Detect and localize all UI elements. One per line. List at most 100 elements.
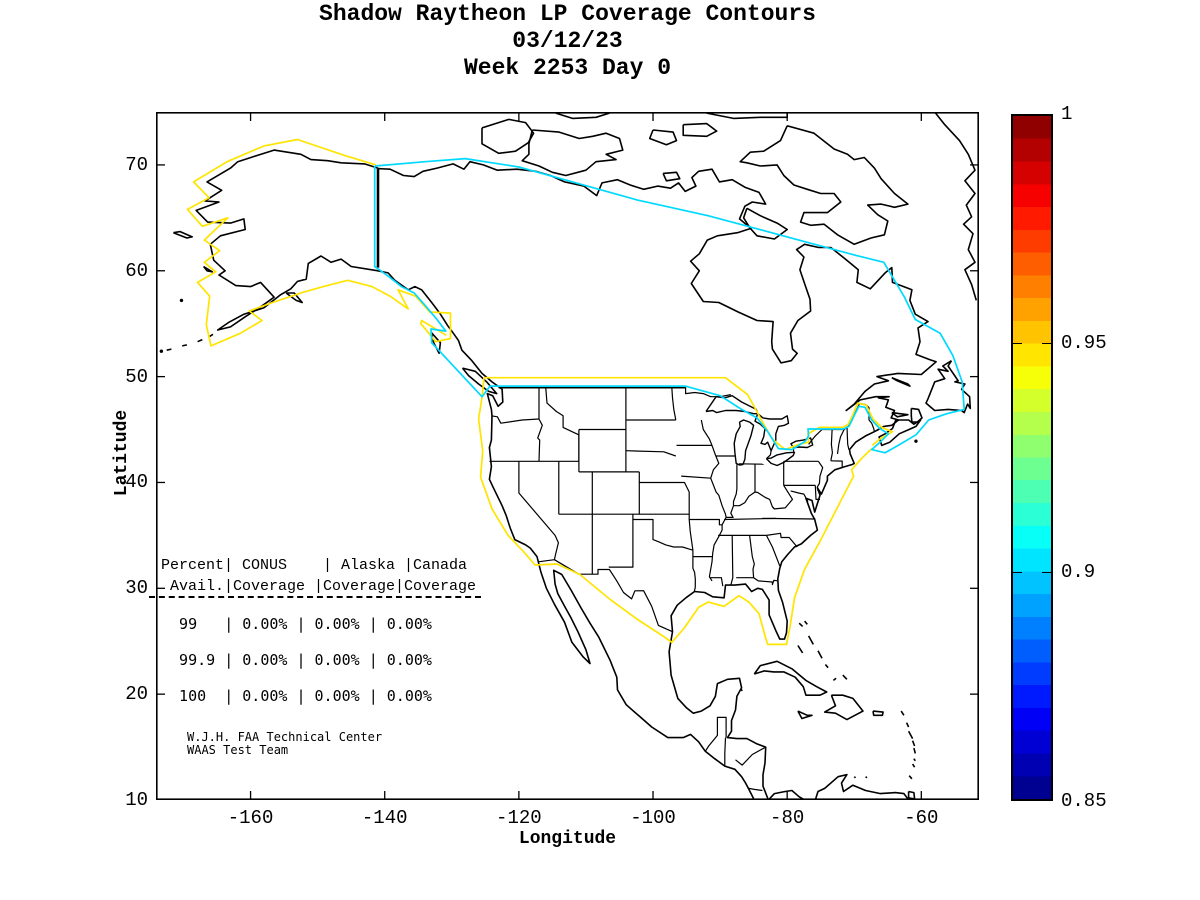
coastline-path: [740, 688, 743, 692]
state-border: [816, 460, 824, 491]
coastline-path: [797, 645, 804, 654]
coastline-path: [481, 118, 535, 155]
coastline-path: [706, 112, 789, 120]
state-border: [736, 577, 778, 586]
x-tick-label: -80: [770, 807, 805, 829]
colorbar-tick-label: 1: [1061, 103, 1073, 125]
x-tick-label: -120: [496, 807, 542, 829]
coastline-path: [182, 344, 188, 347]
coastline-path: [913, 758, 916, 762]
colorbar-tick: [1013, 343, 1022, 344]
coastline-path: [872, 710, 884, 717]
contour-95-percent: [477, 377, 873, 646]
coastline-path: [817, 650, 823, 659]
state-border: [790, 490, 809, 502]
state-border: [639, 481, 690, 493]
state-border: [632, 518, 694, 551]
chart-title-block: Shadow Raytheon LP Coverage Contours 03/…: [156, 1, 979, 82]
state-border: [537, 387, 543, 462]
y-tick-label: 60: [125, 259, 148, 282]
chart-title: Shadow Raytheon LP Coverage Contours: [319, 1, 816, 27]
chart-date: 03/12/23: [512, 28, 623, 54]
coastline-path: [878, 419, 922, 447]
state-border: [692, 550, 696, 592]
y-tick-label: 50: [125, 365, 148, 388]
state-border: [766, 532, 798, 548]
coverage-table-row: 99.9 | 0.00% | 0.00% | 0.00%: [161, 651, 432, 669]
state-border: [836, 429, 845, 454]
coastline-path: [767, 789, 806, 800]
coastline-path: [853, 776, 857, 779]
state-border: [735, 746, 766, 766]
coastline-path: [807, 635, 815, 645]
state-border: [733, 491, 775, 510]
state-border: [765, 535, 781, 567]
coastline-path: [911, 763, 916, 768]
coverage-map-plot: [156, 112, 979, 800]
chart-week-day: Week 2253 Day 0: [463, 55, 672, 81]
coastline-path: [803, 620, 808, 625]
state-border: [608, 514, 634, 568]
credit-annotation: W.J.H. FAA Technical Center WAAS Test Te…: [187, 731, 382, 757]
lake-outline: [754, 413, 790, 452]
coastline-path: [209, 333, 214, 338]
y-tick-label: 20: [125, 683, 148, 706]
coastline-path: [907, 790, 916, 800]
coverage-table-rows: 99 | 0.00% | 0.00% | 0.00% 99.9 | 0.00% …: [161, 599, 432, 722]
state-border: [538, 559, 673, 633]
coverage-table-header: Percent| CONUS | Alaska |Canada Avail.|C…: [161, 555, 476, 597]
state-border: [771, 485, 794, 510]
x-tick-label: -100: [630, 807, 676, 829]
y-tick-label: 70: [125, 153, 148, 176]
state-border: [748, 787, 763, 792]
coastline-path: [739, 125, 909, 246]
plot-frame: [156, 112, 979, 800]
coastline-path: [911, 740, 916, 747]
coastline-path: [195, 149, 756, 800]
coastline-path: [461, 367, 498, 395]
state-border: [830, 429, 834, 461]
small-island-dot: [179, 298, 184, 303]
state-border: [625, 450, 676, 457]
state-border: [518, 461, 559, 560]
colorbar-tick-label: 0.85: [1061, 790, 1107, 812]
lake-outline: [733, 419, 755, 466]
coastline-path: [908, 775, 913, 780]
coastline-path: [555, 112, 610, 120]
colorbar: [1011, 114, 1053, 801]
state-border: [814, 485, 820, 500]
coastline-path: [823, 694, 864, 721]
coverage-table-divider: [149, 596, 481, 598]
state-border: [730, 535, 734, 586]
contour-95-percent: [186, 138, 452, 347]
coastline-path: [934, 112, 978, 301]
coastline-path: [197, 338, 203, 343]
coastline-path: [907, 730, 914, 739]
coastline-path: [377, 160, 937, 433]
coastline-path: [682, 122, 718, 138]
x-tick-label: -140: [361, 807, 408, 829]
contour-90-percent: [373, 157, 966, 454]
colorbar-tick: [1013, 572, 1022, 573]
lake-outline: [705, 395, 759, 415]
coastline-path: [173, 230, 194, 239]
coastline-path: [913, 747, 917, 754]
state-border: [808, 402, 875, 445]
coastline-path: [891, 376, 911, 387]
state-border: [765, 450, 772, 460]
coastline-path: [814, 773, 909, 800]
coastline-path: [742, 207, 789, 240]
state-border: [762, 517, 816, 520]
state-border: [708, 445, 727, 582]
state-border: [671, 387, 677, 421]
state-border: [724, 737, 727, 767]
coverage-table-row: 100 | 0.00% | 0.00% | 0.00%: [161, 687, 432, 705]
coastline-path: [832, 677, 837, 682]
colorbar-tick: [1042, 572, 1051, 573]
x-tick-label: -60: [904, 807, 939, 829]
coastline-path: [910, 407, 923, 423]
small-island-dot: [914, 439, 918, 443]
coastline-path: [648, 129, 678, 146]
coastline-path: [842, 674, 848, 680]
coverage-table-header-line2: Avail.|Coverage |Coverage|Coverage: [161, 578, 477, 595]
